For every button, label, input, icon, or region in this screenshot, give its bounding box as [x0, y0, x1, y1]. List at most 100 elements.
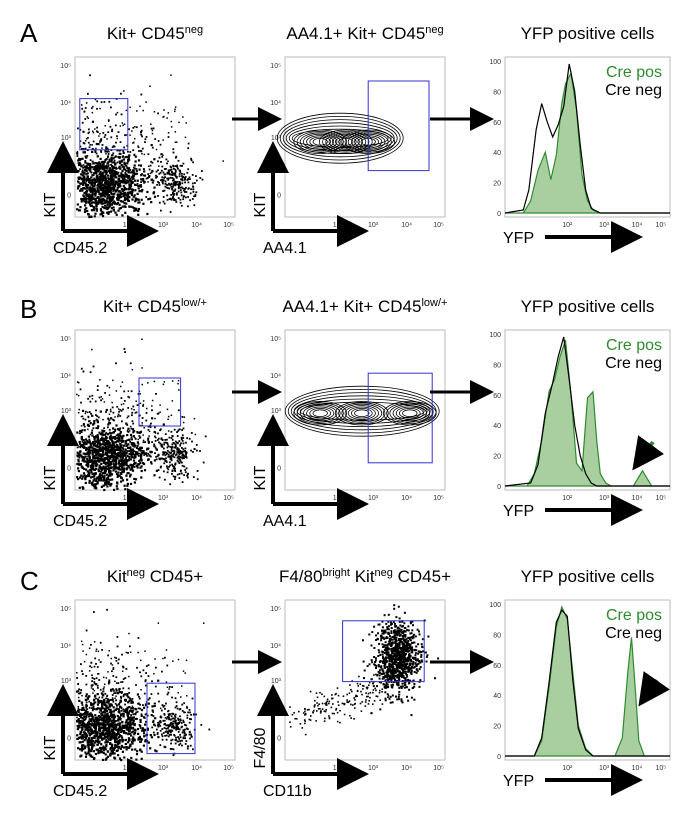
event-dot: [121, 437, 124, 440]
event-dot: [115, 720, 118, 722]
event-dot: [92, 130, 94, 132]
event-dot: [163, 109, 165, 111]
event-dot: [165, 451, 167, 454]
event-dot: [89, 170, 92, 173]
event-dot: [182, 437, 185, 439]
hist-y-tick: 0: [497, 484, 501, 491]
event-dot: [96, 126, 98, 129]
event-dot: [116, 181, 119, 183]
event-dot: [131, 448, 134, 451]
event-dot: [98, 193, 101, 196]
event-dot: [125, 442, 128, 445]
event-dot: [122, 467, 125, 470]
event-dot: [394, 679, 396, 681]
event-dot: [96, 456, 99, 458]
event-dot: [99, 195, 103, 198]
event-dot: [185, 453, 187, 456]
event-dot: [394, 659, 397, 661]
event-dot: [188, 176, 191, 179]
event-dot: [91, 184, 94, 187]
event-dot: [106, 451, 108, 453]
event-dot: [107, 451, 110, 454]
event-dot: [178, 461, 181, 464]
event-dot: [127, 415, 130, 418]
event-dot: [86, 179, 89, 182]
event-dot: [94, 472, 97, 475]
event-dot: [140, 125, 142, 127]
event-dot: [166, 172, 169, 174]
panel-letter: C: [20, 566, 39, 596]
event-dot: [398, 617, 401, 620]
event-dot: [96, 722, 99, 725]
event-dot: [169, 748, 172, 750]
event-dot: [122, 678, 125, 680]
event-dot: [177, 727, 179, 730]
event-dot: [102, 731, 105, 734]
event-dot: [112, 735, 116, 738]
event-dot: [118, 742, 121, 745]
event-dot: [410, 669, 413, 672]
event-dot: [405, 672, 407, 675]
event-dot: [95, 142, 98, 146]
event-dot: [79, 163, 82, 165]
event-dot: [98, 396, 101, 399]
event-dot: [419, 661, 422, 664]
event-dot: [105, 153, 107, 155]
event-dot: [147, 702, 150, 705]
hist-y-tick: 80: [493, 362, 501, 369]
event-dot: [118, 439, 121, 441]
event-dot: [77, 452, 81, 455]
event-dot: [109, 408, 112, 411]
event-dot: [170, 742, 172, 745]
event-dot: [162, 139, 164, 141]
event-dot: [157, 692, 160, 695]
event-dot: [163, 745, 166, 748]
event-dot: [176, 451, 179, 454]
event-dot: [163, 458, 165, 461]
event-dot: [100, 202, 103, 205]
event-dot: [108, 195, 111, 198]
event-dot: [168, 724, 170, 727]
hist-x-tick: 10⁵: [655, 495, 666, 502]
event-dot: [175, 736, 177, 739]
event-dot: [95, 427, 98, 429]
event-dot: [108, 419, 111, 422]
event-dot: [90, 702, 92, 704]
event-dot: [175, 719, 177, 722]
event-dot: [172, 442, 175, 444]
event-dot: [85, 732, 88, 735]
event-dot: [175, 170, 177, 172]
event-dot: [92, 174, 95, 176]
event-dot: [114, 438, 116, 441]
event-dot: [123, 202, 126, 205]
event-dot: [113, 167, 116, 170]
y-tick-label: 0: [67, 736, 71, 743]
event-dot: [168, 172, 170, 175]
event-dot: [141, 729, 144, 732]
event-dot: [140, 456, 142, 459]
event-dot: [193, 195, 195, 198]
event-dot: [162, 451, 165, 454]
event-dot: [94, 167, 96, 170]
event-dot: [187, 142, 190, 145]
event-dot: [98, 673, 100, 675]
event-dot: [118, 712, 121, 714]
contour-ring: [325, 132, 367, 152]
event-dot: [134, 478, 138, 481]
event-dot: [102, 443, 105, 445]
event-dot: [152, 715, 155, 717]
event-dot: [175, 724, 178, 727]
event-dot: [107, 153, 110, 155]
event-dot: [111, 182, 114, 185]
event-dot: [101, 432, 104, 435]
event-dot: [120, 744, 123, 748]
event-dot: [183, 457, 185, 460]
event-dot: [122, 403, 125, 405]
event-dot: [93, 665, 96, 668]
event-dot: [141, 727, 144, 730]
event-dot: [179, 708, 182, 710]
event-dot: [83, 110, 86, 112]
event-dot: [105, 439, 107, 441]
event-dot: [191, 174, 194, 176]
event-dot: [184, 728, 186, 731]
